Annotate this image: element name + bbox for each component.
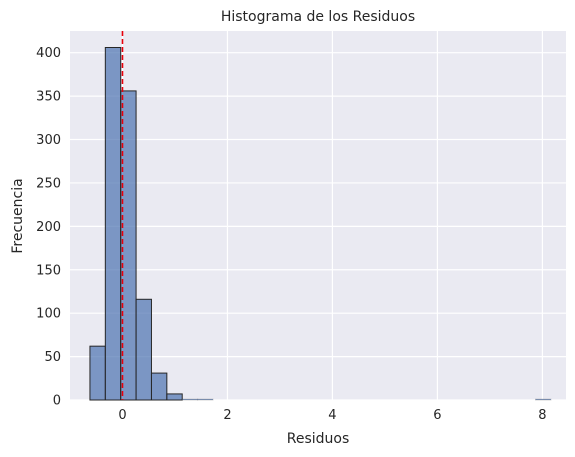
y-tick-label: 250 xyxy=(36,176,61,191)
x-tick-label: 2 xyxy=(223,408,231,423)
plot-area xyxy=(70,31,566,400)
histogram-bar xyxy=(181,398,199,401)
y-tick-label: 150 xyxy=(36,263,61,278)
y-tick-label: 300 xyxy=(36,133,61,148)
x-tick-label: 8 xyxy=(538,408,546,423)
y-tick-label: 400 xyxy=(36,46,61,61)
histogram-bar xyxy=(120,90,137,401)
y-axis-label: Frecuencia xyxy=(10,178,26,253)
histogram-bar xyxy=(104,46,122,401)
grid-lines xyxy=(70,31,566,401)
histogram-bars xyxy=(89,46,552,401)
chart-title: Histograma de los Residuos xyxy=(221,9,415,25)
y-tick-label: 350 xyxy=(36,90,61,105)
y-tick-label: 100 xyxy=(36,307,61,322)
histogram-bar xyxy=(197,398,214,401)
histogram-bar xyxy=(135,298,152,401)
histogram-bar xyxy=(166,393,183,401)
y-tick-label: 0 xyxy=(53,394,61,409)
x-tick-label: 6 xyxy=(433,408,441,423)
y-axis-ticks: 0 50 100 150 200 250 300 350 400 xyxy=(36,46,61,408)
histogram-bar xyxy=(150,372,168,401)
x-tick-label: 0 xyxy=(118,408,126,423)
x-axis-label: Residuos xyxy=(287,431,350,447)
y-tick-label: 50 xyxy=(44,350,61,365)
histogram-bar xyxy=(89,345,106,401)
histogram-bar xyxy=(535,398,552,401)
x-tick-label: 4 xyxy=(328,408,336,423)
x-axis-ticks: 0 2 4 6 8 xyxy=(118,408,546,423)
y-tick-label: 200 xyxy=(36,220,61,235)
